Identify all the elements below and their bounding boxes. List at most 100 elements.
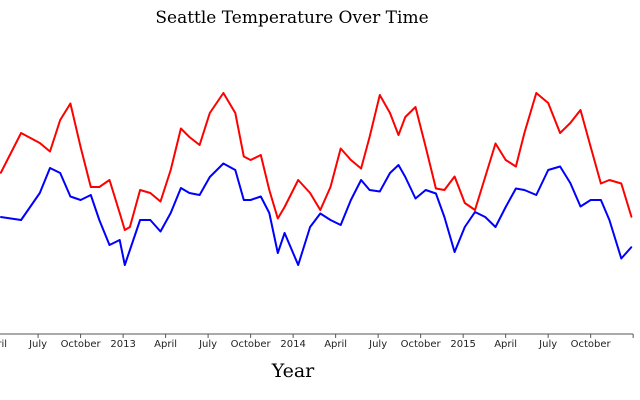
data-point (139, 189, 141, 191)
data-point (188, 136, 191, 138)
data-point (297, 179, 300, 181)
data-point (129, 226, 131, 228)
data-point (98, 219, 101, 221)
data-point (453, 251, 456, 253)
data-point (608, 179, 611, 181)
data-point (368, 189, 371, 191)
data-point (79, 146, 82, 148)
data-point (547, 169, 549, 171)
data-point (260, 154, 262, 156)
data-point (559, 132, 561, 134)
data-point (443, 189, 446, 191)
data-point (283, 206, 286, 208)
data-point (283, 232, 286, 234)
data-point (123, 229, 126, 231)
data-point (515, 165, 517, 168)
data-point (329, 186, 332, 188)
data-point (180, 187, 182, 189)
x-tick-label: October (401, 339, 442, 350)
data-point (89, 186, 92, 188)
data-point (49, 167, 51, 169)
data-point (149, 219, 152, 221)
data-point (404, 116, 407, 118)
data-point (297, 264, 300, 266)
data-point (38, 142, 41, 144)
data-point (69, 102, 72, 105)
data-point (523, 132, 526, 134)
data-point (435, 192, 437, 195)
data-point (414, 197, 417, 200)
data-point (169, 212, 172, 214)
x-tick-label: 2014 (280, 339, 305, 350)
data-point (474, 209, 476, 211)
data-point (319, 212, 322, 215)
data-point (20, 132, 22, 134)
data-point (139, 219, 141, 221)
data-point (260, 195, 262, 198)
data-point (608, 219, 611, 221)
x-tick-label: April (324, 339, 347, 350)
x-tick-label: July (368, 339, 387, 350)
data-point (268, 212, 271, 214)
data-point (600, 199, 602, 201)
data-point (589, 146, 592, 148)
data-point (59, 172, 61, 174)
x-tick-label: July (538, 339, 557, 350)
data-point (234, 169, 237, 171)
data-point (620, 257, 623, 260)
data-point (38, 192, 41, 194)
data-point (569, 182, 572, 184)
data-point (209, 112, 211, 114)
x-axis-ticks: April July October 2013 April July October 2014… (0, 334, 634, 350)
data-point (198, 194, 201, 196)
data-point (309, 226, 311, 228)
data-point (424, 189, 427, 191)
data-point (118, 239, 121, 241)
data-point (360, 179, 362, 181)
data-point (249, 159, 252, 161)
data-point (149, 192, 152, 194)
data-point (234, 112, 237, 114)
data-point (159, 200, 162, 203)
data-point (464, 202, 466, 204)
data-point (379, 94, 381, 96)
data-point (547, 102, 549, 104)
data-point (579, 205, 582, 208)
x-tick-label: April (0, 339, 7, 350)
data-point (535, 194, 538, 196)
x-tick-label: July (28, 339, 47, 350)
data-point (79, 199, 82, 201)
data-point (98, 186, 101, 188)
data-point (339, 224, 342, 226)
x-tick-label: April (494, 339, 517, 350)
data-point (579, 109, 582, 111)
data-point (435, 187, 437, 190)
data-point (209, 176, 211, 178)
data-point (484, 216, 487, 218)
data-point (368, 136, 371, 138)
x-tick-label: 2013 (110, 339, 135, 350)
data-point (504, 206, 507, 208)
chart-title: Seattle Temperature Over Time (155, 8, 428, 28)
data-point (159, 230, 162, 233)
data-point (69, 195, 72, 198)
data-point (515, 187, 517, 190)
data-point (249, 199, 252, 201)
data-point (389, 172, 391, 174)
data-point (630, 216, 633, 218)
x-tick-label: 2015 (450, 339, 475, 350)
x-tick-label: April (154, 339, 177, 350)
data-point (494, 142, 497, 145)
data-point (535, 92, 538, 94)
data-point (397, 164, 400, 166)
data-point (504, 159, 507, 161)
data-point (319, 209, 322, 211)
data-point (424, 146, 427, 148)
data-point (453, 175, 456, 178)
data-point (350, 199, 352, 201)
data-point (630, 246, 633, 248)
data-point (389, 112, 391, 114)
data-point (0, 216, 2, 218)
data-point (108, 179, 111, 181)
x-tick-label: October (61, 339, 102, 350)
